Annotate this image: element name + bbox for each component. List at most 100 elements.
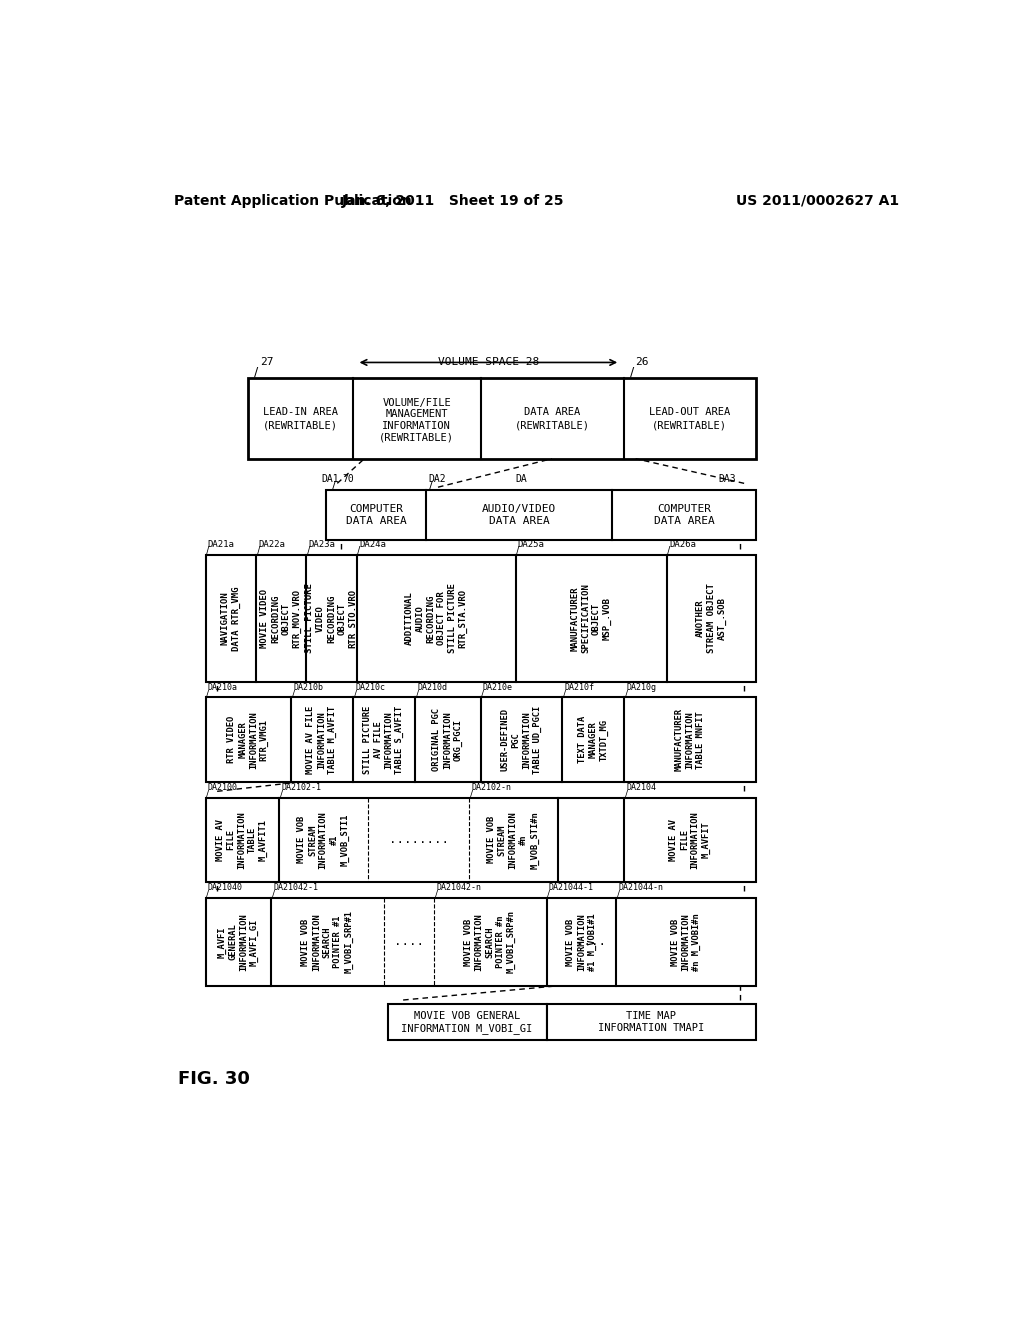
Text: /: / [206, 546, 210, 556]
Text: STILL PICTURE
AV FILE
INFORMATION
TABLE S_AVFIT: STILL PICTURE AV FILE INFORMATION TABLE … [364, 706, 404, 774]
Text: DA26a: DA26a [669, 540, 696, 549]
Text: INFORMATION M_VOBI_GI: INFORMATION M_VOBI_GI [401, 1023, 532, 1034]
Text: DA2100: DA2100 [208, 783, 238, 792]
Text: DA24a: DA24a [359, 540, 386, 549]
Text: DA210c: DA210c [355, 682, 385, 692]
Text: DA23a: DA23a [308, 540, 336, 549]
Text: COMPUTER: COMPUTER [349, 504, 403, 513]
Text: /: / [630, 366, 635, 379]
Text: ........: ........ [389, 833, 449, 846]
Text: /: / [429, 480, 432, 491]
Text: /: / [254, 366, 259, 379]
Text: DA210f: DA210f [564, 682, 594, 692]
Text: DATA AREA: DATA AREA [346, 516, 407, 527]
Text: MOVIE VOB
INFORMATION
#n M_VOBI#n: MOVIE VOB INFORMATION #n M_VOBI#n [671, 913, 701, 970]
Text: INFORMATION: INFORMATION [382, 421, 451, 430]
Text: US 2011/0002627 A1: US 2011/0002627 A1 [736, 194, 899, 207]
Text: (REWRITABLE): (REWRITABLE) [263, 421, 338, 430]
Text: /: / [257, 546, 260, 556]
Text: COMPUTER: COMPUTER [657, 504, 711, 513]
Text: /: / [470, 789, 473, 799]
Text: RTR VIDEO
MANAGER
INFORMATION
RTR_VMG1: RTR VIDEO MANAGER INFORMATION RTR_VMG1 [227, 711, 269, 768]
Text: STILL PICTURE
VIDEO
RECORDING
OBJECT
RTR_STO.VRO: STILL PICTURE VIDEO RECORDING OBJECT RTR… [305, 583, 357, 653]
Bar [206, 797, 756, 882]
Text: MOVIE AV FILE
INFORMATION
TABLE M_AVFIT: MOVIE AV FILE INFORMATION TABLE M_AVFIT [306, 706, 337, 774]
Text: Jan. 6, 2011   Sheet 19 of 25: Jan. 6, 2011 Sheet 19 of 25 [342, 194, 565, 207]
Text: MOVIE VOB GENERAL: MOVIE VOB GENERAL [414, 1011, 520, 1020]
Text: USER-DEFINED
PGC
INFORMATION
TABLE UD_PGCI: USER-DEFINED PGC INFORMATION TABLE UD_PG… [501, 706, 542, 774]
Text: (REWRITABLE): (REWRITABLE) [652, 421, 727, 430]
Text: DA: DA [515, 474, 527, 483]
Text: MANUFACTURER
SPECIFICATION
OBJECT
MSP_.VOB: MANUFACTURER SPECIFICATION OBJECT MSP_.V… [570, 583, 611, 653]
Text: MOVIE VOB
STREAM
INFORMATION
#n
M_VOB_STI#n: MOVIE VOB STREAM INFORMATION #n M_VOB_ST… [487, 810, 540, 869]
Text: DA210b: DA210b [293, 682, 324, 692]
Text: ANOTHER
STREAM OBJECT
AST_.SOB: ANOTHER STREAM OBJECT AST_.SOB [696, 583, 726, 653]
Text: ....: .... [393, 936, 424, 948]
Text: /: / [307, 546, 310, 556]
Text: VOLUME/FILE: VOLUME/FILE [382, 397, 451, 408]
Text: DA21042-1: DA21042-1 [273, 883, 318, 892]
Text: DA3: DA3 [719, 474, 736, 483]
Text: TEXT DATA
MANAGER
TXTDT_MG: TEXT DATA MANAGER TXTDT_MG [578, 717, 608, 763]
Text: FIG. 30: FIG. 30 [178, 1069, 250, 1088]
Text: /: / [481, 689, 484, 698]
Bar [248, 378, 756, 459]
Text: AUDIO/VIDEO: AUDIO/VIDEO [482, 504, 556, 513]
Text: (REWRITABLE): (REWRITABLE) [515, 421, 590, 430]
Text: DA25a: DA25a [518, 540, 545, 549]
Text: DA21044-1: DA21044-1 [549, 883, 594, 892]
Text: /: / [435, 890, 438, 898]
Bar [206, 554, 756, 682]
Text: /: / [547, 890, 550, 898]
Text: DA2104: DA2104 [627, 783, 656, 792]
Text: 27: 27 [260, 358, 273, 367]
Text: /: / [206, 689, 209, 698]
Bar [206, 898, 756, 986]
Text: DA22a: DA22a [258, 540, 285, 549]
Text: 26: 26 [636, 358, 649, 367]
Text: /: / [617, 890, 620, 898]
Text: /: / [668, 546, 671, 556]
Text: DA21040: DA21040 [208, 883, 243, 892]
Text: MOVIE VIDEO
RECORDING
OBJECT
RTR_MOV.VRO: MOVIE VIDEO RECORDING OBJECT RTR_MOV.VRO [260, 589, 302, 648]
Bar [206, 697, 756, 781]
Text: /: / [332, 480, 336, 491]
Text: MOVIE VOB
INFORMATION
SEARCH
POINTER #1
M_VOBI_SRP#1: MOVIE VOB INFORMATION SEARCH POINTER #1 … [301, 911, 353, 973]
Text: DATA AREA: DATA AREA [653, 516, 715, 527]
Text: DA21042-n: DA21042-n [436, 883, 481, 892]
Text: DA1: DA1 [322, 474, 339, 483]
Text: DATA AREA: DATA AREA [524, 407, 581, 417]
Text: 70: 70 [343, 474, 354, 483]
Text: DA21a: DA21a [208, 540, 234, 549]
Text: VOLUME SPACE 28: VOLUME SPACE 28 [437, 358, 539, 367]
Text: /: / [272, 890, 275, 898]
Text: TIME MAP: TIME MAP [626, 1011, 676, 1020]
Text: /: / [416, 689, 419, 698]
Text: Patent Application Publication: Patent Application Publication [174, 194, 413, 207]
Text: MANAGEMENT: MANAGEMENT [385, 409, 447, 420]
Text: DA2102-n: DA2102-n [471, 783, 511, 792]
Text: DA210g: DA210g [627, 682, 656, 692]
Text: DA210e: DA210e [483, 682, 513, 692]
Text: MOVIE AV
FILE
INFORMATION
M_AVFIT: MOVIE AV FILE INFORMATION M_AVFIT [670, 810, 711, 869]
Text: /: / [516, 546, 519, 556]
Text: DATA AREA: DATA AREA [489, 516, 550, 527]
Text: MOVIE VOB
STREAM
INFORMATION
#1
M_VOB_STI1: MOVIE VOB STREAM INFORMATION #1 M_VOB_ST… [297, 810, 349, 869]
Text: /: / [625, 689, 628, 698]
Text: MOVIE AV
FILE
INFORMATION
TABLE
M_AVFIT1: MOVIE AV FILE INFORMATION TABLE M_AVFIT1 [216, 810, 268, 869]
Text: INFORMATION TMAPI: INFORMATION TMAPI [598, 1023, 705, 1034]
Text: /: / [625, 789, 628, 799]
Text: /: / [563, 689, 566, 698]
Text: M_AVFI
GENERAL
INFORMATION
M_AVFI_GI: M_AVFI GENERAL INFORMATION M_AVFI_GI [217, 913, 259, 970]
Text: /: / [357, 546, 360, 556]
Text: /: / [206, 789, 209, 799]
Bar [547, 1005, 756, 1040]
Text: /: / [292, 689, 295, 698]
Text: DA210a: DA210a [208, 682, 238, 692]
Text: DA210d: DA210d [417, 682, 447, 692]
Text: DA2102-1: DA2102-1 [282, 783, 322, 792]
Text: ADDITIONAL
AUDIO
RECORDING
OBJECT FOR
STILL PICTURE
RTR_STA.VRO: ADDITIONAL AUDIO RECORDING OBJECT FOR ST… [404, 583, 468, 653]
Text: ORIGINAL PGC
INFORMATION
ORG_PGCI: ORIGINAL PGC INFORMATION ORG_PGCI [432, 709, 463, 771]
Text: DA2: DA2 [428, 474, 445, 483]
Text: LEAD-OUT AREA: LEAD-OUT AREA [649, 407, 730, 417]
